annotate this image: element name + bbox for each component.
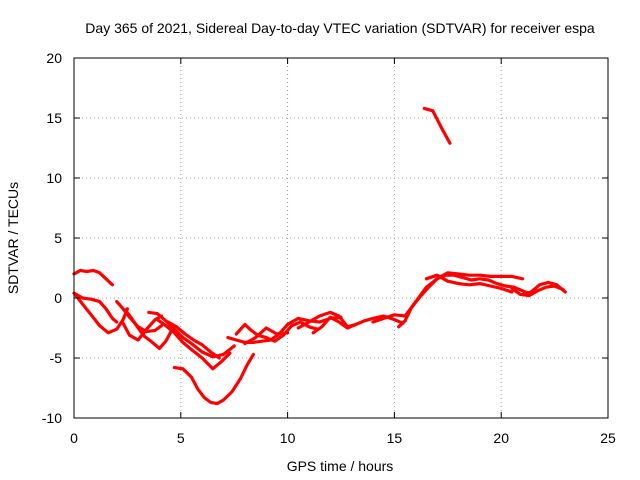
chart-title: Day 365 of 2021, Sidereal Day-to-day VTE… [85,20,595,36]
y-axis-label: SDTVAR / TECUs [5,182,21,294]
data-series [72,106,567,406]
x-tick-label: 10 [280,430,296,446]
series-track-9 [166,320,221,360]
y-tick-label: 0 [54,290,62,306]
y-tick-label: 5 [54,230,62,246]
series-track-10 [172,352,255,406]
y-tick-label: -10 [42,410,62,426]
series-track-20 [510,284,565,298]
series-track-8 [155,318,232,371]
x-axis-label: GPS time / hours [287,458,394,474]
x-tick-label: 25 [600,430,616,446]
x-tick-label: 0 [70,430,78,446]
y-tick-label: -5 [50,350,63,366]
series-track-3 [74,294,130,335]
series-track-18 [424,273,514,294]
axis-ticks: 0 5 10 15 20 25 -10 -5 0 5 10 15 20 [42,50,616,446]
series-track-15 [311,315,358,335]
series-track-1 [72,268,115,287]
y-tick-label: 20 [46,50,62,66]
x-tick-label: 15 [387,430,403,446]
series-track-16 [371,271,525,324]
series-track-6 [123,308,174,350]
x-tick-label: 5 [177,430,185,446]
grid-lines [74,58,608,418]
series-track-13 [243,326,290,346]
y-tick-label: 15 [46,110,62,126]
series-track-2 [72,291,119,324]
series-track-17 [397,273,533,329]
y-tick-label: 10 [46,170,62,186]
series-track-21 [422,106,452,145]
x-tick-label: 20 [493,430,509,446]
